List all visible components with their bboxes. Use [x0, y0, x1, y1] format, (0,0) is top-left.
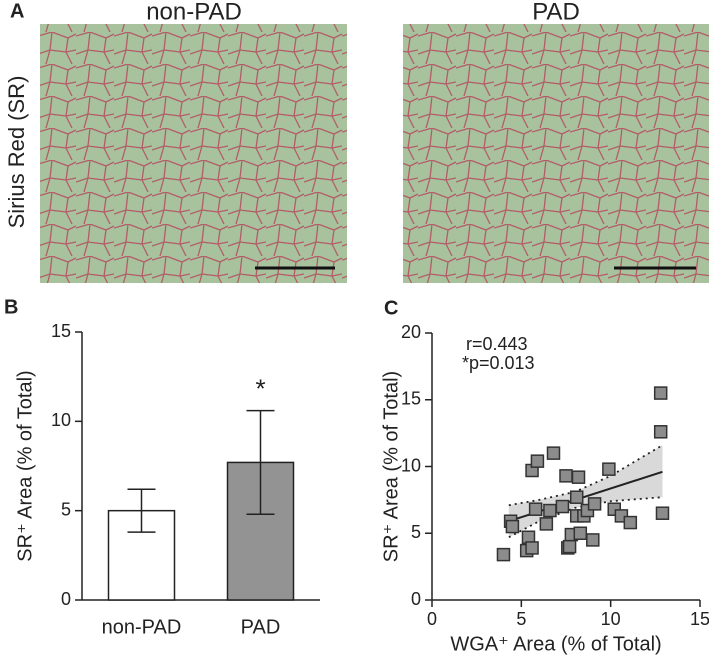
- point: [587, 497, 602, 511]
- point: [496, 547, 511, 562]
- x-tick-label: 5: [516, 609, 526, 629]
- y-tick-label: 10: [401, 455, 421, 475]
- point: [530, 454, 545, 468]
- band-lower: [508, 496, 663, 539]
- x-tick-label: 10: [601, 609, 621, 629]
- x-tick-label: 15: [690, 609, 709, 629]
- point: [586, 533, 600, 547]
- y-tick-label: 0: [61, 589, 71, 609]
- point: [653, 425, 668, 439]
- point: [559, 469, 573, 483]
- panel-label: C: [384, 297, 398, 319]
- point: [505, 519, 520, 534]
- annotation: *p=0.013: [462, 353, 535, 373]
- point: [555, 499, 570, 514]
- y-tick-label: 0: [411, 589, 421, 609]
- x-tick-label: non-PAD: [102, 616, 182, 638]
- point: [602, 462, 616, 476]
- point: [623, 515, 638, 530]
- x-tick-label: 0: [427, 609, 437, 629]
- point: [655, 506, 670, 520]
- image-title: non-PAD: [146, 0, 242, 25]
- x-axis-label: WGA⁺ Area (% of Total): [450, 633, 661, 655]
- point: [525, 541, 539, 555]
- point: [573, 526, 588, 540]
- x-tick-label: PAD: [241, 616, 281, 638]
- point: [546, 446, 561, 460]
- annotation: *: [255, 373, 265, 403]
- point: [569, 490, 584, 504]
- y-tick-label: 5: [61, 499, 71, 519]
- point: [653, 386, 668, 400]
- point: [528, 502, 543, 516]
- y-tick-label: 5: [411, 522, 421, 542]
- histology-image: [403, 24, 709, 283]
- panel-label: B: [4, 296, 18, 318]
- point: [562, 539, 577, 554]
- y-axis-label: SR⁺ Area (% of Total): [14, 370, 36, 561]
- annotation: r=0.443: [466, 334, 528, 354]
- panel-label: A: [10, 0, 24, 22]
- y-axis-label: SR⁺ Area (% of Total): [380, 371, 402, 562]
- point: [539, 517, 554, 531]
- histology-image: [40, 24, 347, 283]
- y-tick-label: 15: [51, 321, 71, 341]
- row-label: Sirius Red (SR): [4, 76, 29, 229]
- y-tick-label: 15: [401, 389, 421, 409]
- y-tick-label: 10: [51, 410, 71, 430]
- image-title: PAD: [532, 0, 580, 25]
- point: [571, 470, 586, 484]
- y-tick-label: 20: [401, 322, 421, 342]
- point: [543, 503, 557, 518]
